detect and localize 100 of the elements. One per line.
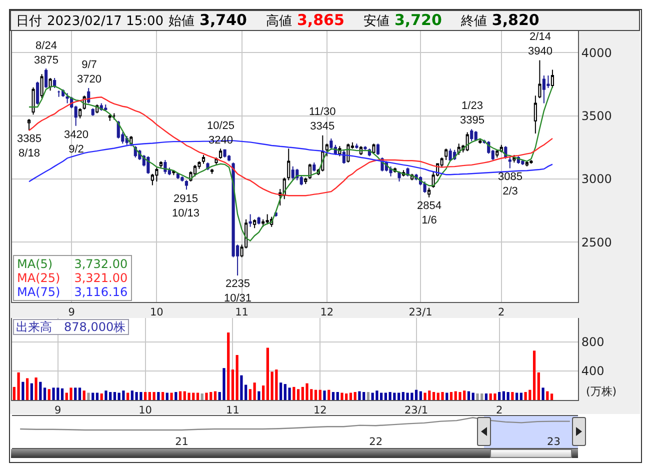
bar [393, 392, 396, 400]
candlestick [444, 148, 448, 160]
candlestick [44, 68, 48, 89]
candlestick [180, 176, 184, 182]
candlestick [428, 187, 431, 198]
annotation: 9/7 3720 [77, 59, 102, 86]
candlestick [223, 148, 226, 158]
candlestick [78, 108, 82, 119]
annotation: 3,732.00 [74, 257, 128, 271]
bar [550, 394, 554, 400]
chart-title: 出来高 878,000株 [13, 319, 129, 335]
bar [340, 392, 344, 400]
candlestick [330, 138, 333, 150]
candlestick [304, 177, 308, 184]
bar [432, 392, 436, 400]
text: 3,720 [394, 11, 442, 30]
text: 安値 [363, 13, 390, 31]
bar [122, 390, 125, 400]
annotation: 3085 2/3 [498, 171, 522, 198]
candlestick [36, 81, 40, 105]
bar [48, 389, 50, 400]
bar [406, 392, 409, 400]
text: 3,820 [492, 11, 540, 30]
candlestick [91, 108, 94, 116]
bar [498, 392, 501, 400]
y-tick-label: 800 [581, 335, 604, 350]
candlestick [159, 160, 162, 168]
bar [188, 392, 190, 400]
candlestick [550, 69, 554, 89]
candlestick [466, 132, 469, 152]
bar [240, 375, 243, 400]
candlestick [448, 148, 452, 162]
bar [520, 392, 522, 400]
text: MA(25) [17, 271, 60, 285]
bar [231, 370, 234, 400]
text: 3,740 [200, 11, 247, 30]
candlestick [32, 86, 35, 116]
bar [467, 391, 470, 400]
bar [506, 392, 510, 400]
candlestick [104, 104, 108, 112]
y-tick-label: 4000 [581, 46, 612, 60]
bar [178, 391, 182, 400]
bar [43, 388, 46, 400]
y-tick-label: 3000 [581, 172, 612, 186]
bar [296, 389, 300, 400]
candlestick [210, 168, 214, 174]
bar [388, 392, 392, 400]
annotation: 11/30 3345 [309, 106, 336, 132]
annotation: 8/24 3875 [34, 40, 58, 66]
bar [532, 350, 536, 400]
text: MA(5) [17, 257, 53, 271]
bar [30, 383, 33, 400]
x-tick-label: 12 [313, 404, 327, 417]
bar [140, 392, 142, 400]
bar [358, 391, 361, 400]
annotation: 3,321.00 [74, 271, 128, 285]
candlestick [355, 143, 358, 150]
annotation: 2235 10/31 [224, 278, 252, 304]
bar [166, 392, 168, 400]
x-tick-label: 10 [138, 404, 152, 417]
x-tick-label: 12 [320, 306, 334, 319]
annotation: 1/23 3395 [460, 100, 484, 126]
bar [70, 388, 72, 400]
candlestick [508, 156, 512, 169]
bar [227, 332, 230, 400]
bar [458, 392, 462, 400]
bar [170, 392, 173, 400]
annotation: 2854 1/6 [417, 200, 442, 226]
candlestick [534, 95, 537, 134]
candlestick [342, 149, 346, 164]
y-tick-label: 2500 [581, 235, 612, 250]
candlestick [155, 167, 158, 182]
y-tick-label: 3500 [581, 109, 612, 124]
bar [318, 390, 322, 400]
candlestick [262, 218, 265, 228]
candlestick [478, 138, 482, 144]
bar [39, 382, 42, 400]
bar [354, 392, 356, 400]
candlestick [474, 130, 478, 142]
candlestick [521, 160, 524, 166]
bar [494, 393, 496, 400]
candlestick [530, 160, 533, 164]
x-tick-label: 9 [54, 404, 62, 417]
candlestick [266, 214, 269, 225]
x-tick-label: 22 [369, 436, 383, 448]
y-axis-title: (万株) [586, 385, 617, 398]
bar [292, 386, 296, 400]
x-tick-label: 23/1 [408, 306, 432, 319]
x-tick-label: 2 [496, 404, 503, 417]
bar [502, 391, 506, 400]
bar [524, 392, 527, 400]
bar [253, 382, 256, 400]
bar [419, 391, 422, 400]
x-tick-label: 9 [68, 306, 75, 319]
bar [113, 392, 116, 400]
annotation: 3385 8/18 [17, 133, 42, 160]
annotation: 3,116.16 [74, 285, 128, 299]
bar [100, 393, 103, 400]
candlestick [184, 180, 188, 190]
bar [484, 393, 488, 400]
